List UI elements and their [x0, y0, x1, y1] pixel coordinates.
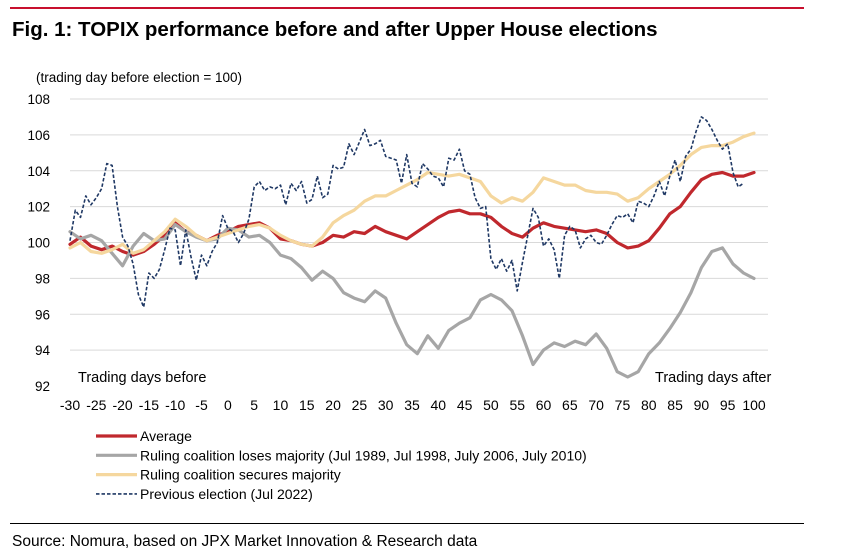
- x-tick-label: 40: [431, 397, 447, 413]
- top-rule: [10, 7, 804, 9]
- y-axis-label: (trading day before election = 100): [36, 70, 242, 85]
- y-tick-label: 104: [27, 164, 50, 179]
- legend-label-2: Ruling coalition secures majority: [140, 467, 341, 483]
- x-axis-tick-labels: -30 -25 -20 -15 -10 -5 0 5 10 15 20 25 30 35 40 45 50 55 6…: [60, 397, 766, 413]
- y-tick-label: 100: [27, 236, 50, 251]
- legend-label-3: Previous election (Jul 2022): [140, 486, 313, 502]
- x-tick-label: 80: [641, 397, 657, 413]
- x-tick-label: 15: [299, 397, 315, 413]
- x-tick-label: 20: [325, 397, 341, 413]
- y-tick-label: 108: [27, 92, 50, 107]
- series-line-3: [69, 116, 744, 308]
- x-tick-label: 65: [562, 397, 578, 413]
- x-tick-label: 100: [742, 397, 766, 413]
- x-tick-label: 50: [483, 397, 499, 413]
- x-tick-label: 90: [694, 397, 710, 413]
- x-tick-label: 55: [509, 397, 525, 413]
- x-tick-label: 5: [250, 397, 258, 413]
- series-line-1: [68, 223, 756, 379]
- source-note: Source: Nomura, based on JPX Market Inno…: [12, 533, 478, 550]
- y-axis-tick-labels: 92 94 96 98 100 102 104 106 108: [27, 92, 50, 394]
- x-tick-label: 70: [588, 397, 604, 413]
- x-tick-label: -5: [195, 397, 208, 413]
- x-tick-label: 75: [615, 397, 631, 413]
- y-tick-label: 94: [35, 343, 51, 358]
- annotation-trading-days-before: Trading days before: [78, 370, 206, 386]
- y-tick-label: 92: [35, 379, 50, 394]
- x-tick-label: 60: [536, 397, 552, 413]
- y-tick-label: 106: [27, 128, 50, 143]
- x-tick-label: -15: [139, 397, 159, 413]
- x-tick-label: 95: [720, 397, 736, 413]
- y-tick-label: 98: [35, 271, 50, 286]
- legend: Average Ruling coalition loses majority (…: [96, 428, 587, 502]
- x-tick-label: -10: [165, 397, 185, 413]
- y-tick-label: 102: [27, 200, 50, 215]
- x-tick-label: -25: [86, 397, 106, 413]
- x-tick-label: -30: [60, 397, 80, 413]
- legend-label-0: Average: [140, 428, 192, 444]
- x-tick-label: 35: [404, 397, 420, 413]
- chart-title: Fig. 1: TOPIX performance before and aft…: [12, 18, 658, 41]
- series-lines: [68, 116, 756, 379]
- x-tick-label: 10: [273, 397, 289, 413]
- x-tick-label: 45: [457, 397, 473, 413]
- bottom-rule: [10, 523, 804, 524]
- x-tick-label: 30: [378, 397, 394, 413]
- x-tick-label: -20: [112, 397, 132, 413]
- legend-label-1: Ruling coalition loses majority (Jul 198…: [140, 447, 587, 463]
- annotation-trading-days-after: Trading days after: [655, 370, 771, 386]
- x-tick-label: 25: [352, 397, 368, 413]
- y-tick-label: 96: [35, 307, 50, 322]
- x-tick-label: 0: [224, 397, 232, 413]
- x-tick-label: 85: [667, 397, 683, 413]
- gridlines: [70, 98, 768, 351]
